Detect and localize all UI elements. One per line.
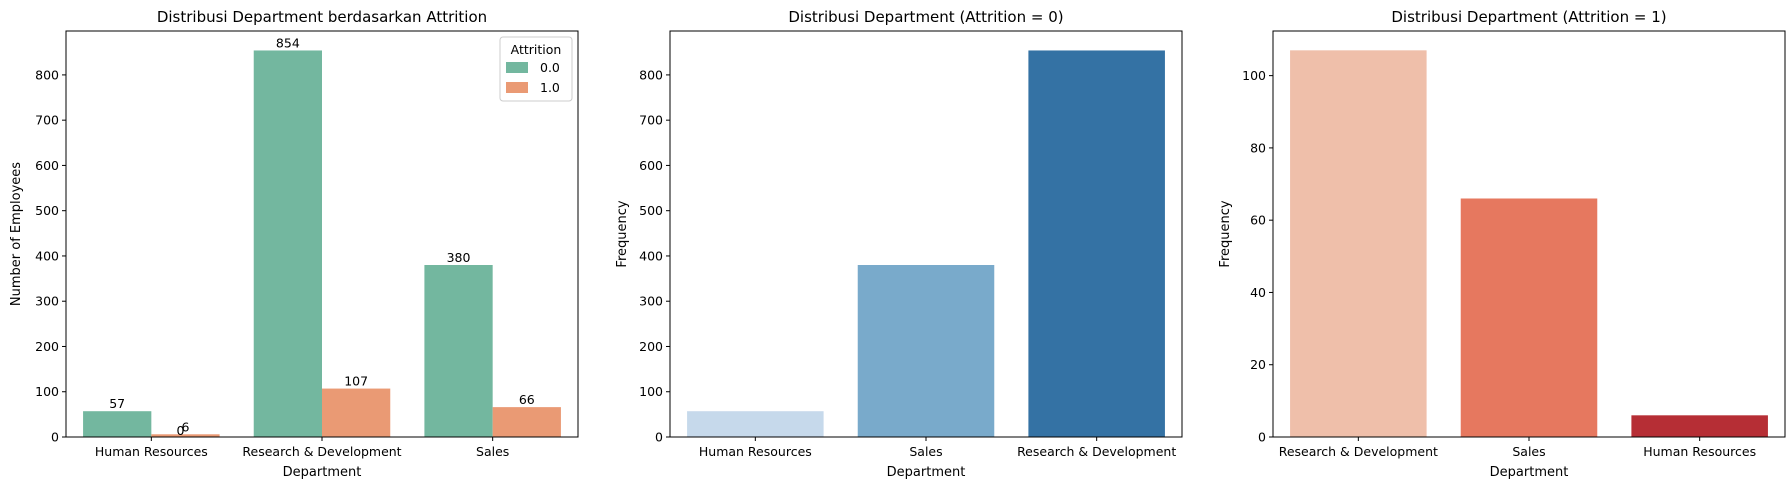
chart-title: Distribusi Department (Attrition = 0): [788, 8, 1063, 26]
legend-title: Attrition: [511, 42, 562, 57]
x-tick-label: Research & Development: [1279, 444, 1438, 459]
chart-title: Distribusi Department (Attrition = 1): [1391, 8, 1666, 26]
legend-swatch-1: [506, 82, 528, 93]
bars: [83, 50, 561, 438]
x-axis: Human Resources Sales Research & Developme…: [699, 437, 1176, 459]
x-axis-label: Department: [1490, 465, 1569, 480]
y-tick-label: 300: [639, 294, 663, 309]
y-tick-label: 200: [639, 339, 663, 354]
y-tick-label: 100: [35, 384, 59, 399]
legend-entry-1: 1.0: [540, 80, 560, 95]
y-tick-label: 0: [51, 430, 59, 445]
chart-panel-3: Distribusi Department (Attrition = 1) 0 20…: [1218, 8, 1786, 480]
bar-0: [1290, 50, 1427, 437]
y-axis: 0 20 40 60 80 100: [1242, 68, 1273, 445]
y-tick-label: 800: [639, 67, 663, 82]
data-label: 57: [109, 396, 125, 411]
bar-2: [1028, 50, 1165, 438]
x-tick-label: Research & Development: [242, 444, 401, 459]
legend-swatch-0: [506, 62, 528, 73]
y-tick-label: 400: [639, 248, 663, 263]
y-tick-label: 200: [35, 339, 59, 354]
data-label: 0: [176, 423, 184, 438]
x-tick-label: Human Resources: [95, 444, 208, 459]
bar-0-0-2: [424, 265, 493, 437]
y-tick-label: 500: [35, 203, 59, 218]
y-tick-label: 400: [35, 248, 59, 263]
bar-0-0-1: [253, 50, 322, 438]
bar-2: [1631, 415, 1768, 437]
y-tick-label: 80: [1250, 140, 1266, 155]
x-tick-label: Sales: [909, 444, 942, 459]
y-axis-label: Frequency: [615, 200, 630, 267]
y-axis: 0 100 200 300 400 500 600 700 800: [35, 67, 66, 445]
bar-0-0-0: [83, 411, 152, 437]
data-label: 6: [181, 419, 189, 434]
x-tick-label: Human Resources: [1643, 444, 1756, 459]
x-tick-label: Research & Development: [1017, 444, 1176, 459]
y-tick-label: 500: [639, 203, 663, 218]
y-axis: 0 100 200 300 400 500 600 700 800: [639, 67, 670, 445]
x-tick-label: Sales: [476, 444, 509, 459]
x-axis-label: Department: [887, 465, 966, 480]
x-axis: Human Resources Research & Development Sal…: [95, 437, 509, 459]
y-tick-label: 0: [655, 430, 663, 445]
y-tick-label: 100: [1242, 68, 1266, 83]
data-label: 854: [276, 35, 300, 50]
y-tick-label: 60: [1250, 213, 1266, 228]
x-tick-label: Human Resources: [699, 444, 812, 459]
y-tick-label: 300: [35, 294, 59, 309]
chart-title: Distribusi Department berdasarkan Attrit…: [157, 8, 487, 26]
x-axis-label: Department: [283, 465, 362, 480]
legend-entry-0: 0.0: [540, 60, 560, 75]
y-tick-label: 600: [35, 158, 59, 173]
bar-1: [857, 265, 995, 437]
bars: [687, 50, 1165, 438]
y-axis-label: Number of Employees: [9, 162, 24, 306]
bar-0: [687, 411, 824, 437]
y-tick-label: 40: [1250, 285, 1266, 300]
y-axis-label: Frequency: [1218, 200, 1233, 267]
y-tick-label: 600: [639, 158, 663, 173]
legend: Attrition 0.0 1.0: [499, 36, 573, 102]
chart-panel-1: Distribusi Department berdasarkan Attrit…: [9, 8, 579, 480]
y-tick-label: 700: [35, 113, 59, 128]
y-tick-label: 700: [639, 113, 663, 128]
data-label: 107: [344, 374, 368, 389]
x-axis: Research & Development Sales Human Resourc…: [1279, 437, 1756, 459]
y-tick-label: 0: [1258, 430, 1266, 445]
bar-1: [1460, 198, 1598, 437]
x-tick-label: Sales: [1512, 444, 1545, 459]
data-label: 380: [447, 250, 471, 265]
y-tick-label: 100: [639, 384, 663, 399]
y-tick-label: 20: [1250, 357, 1266, 372]
chart-panel-2: Distribusi Department (Attrition = 0) 0 10…: [615, 8, 1183, 480]
bar-1-0-0: [151, 434, 220, 437]
data-label: 66: [519, 392, 535, 407]
y-tick-label: 800: [35, 67, 59, 82]
bar-1-0-1: [322, 388, 391, 437]
bar-1-0-2: [492, 407, 561, 437]
bars: [1290, 50, 1768, 437]
